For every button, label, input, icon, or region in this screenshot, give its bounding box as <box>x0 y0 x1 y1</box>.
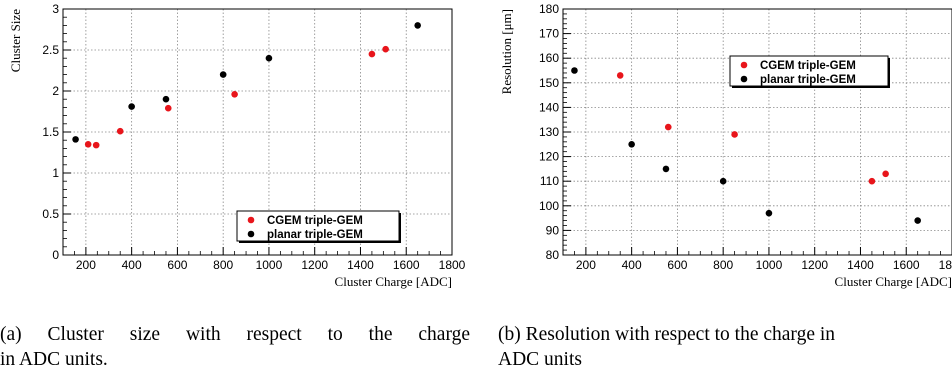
chart-a-y-tick-label-5: 2.5 <box>42 43 59 57</box>
chart-b-series-0-point-2 <box>731 131 738 138</box>
chart-b-y-tick-label-10: 180 <box>539 2 559 16</box>
chart-a-y-ticks: 0 0.5 1 1.5 2 2.5 3 <box>42 2 71 262</box>
chart-a-series-0 <box>84 45 389 149</box>
caption-a: (a) Cluster size with respect to the cha… <box>0 322 470 372</box>
chart-b-legend-marker-0 <box>740 61 748 69</box>
chart-b-series-0-point-1 <box>664 123 672 131</box>
chart-a-x-tick-label-7: 1600 <box>393 258 420 272</box>
chart-a-y-tick-label-1: 0.5 <box>42 207 59 221</box>
chart-b-y-tick-label-1: 90 <box>546 223 560 237</box>
chart-b-x-tick-label-0: 200 <box>576 258 596 272</box>
chart-b-series-1-point-1 <box>628 141 635 148</box>
caption-b-line-2: ADC units <box>498 349 582 370</box>
chart-a-series-0-point-3 <box>164 104 172 112</box>
caption-b-line-1: (b) Resolution with respect to the charg… <box>498 324 836 345</box>
chart-b-y-tick-label-8: 160 <box>539 51 559 65</box>
chart-b-series-0-point-4 <box>882 170 889 178</box>
chart-b-y-tick-label-0: 80 <box>546 248 560 262</box>
chart-b-series-0 <box>616 72 889 185</box>
chart-b-x-tick-label-3: 800 <box>713 258 733 272</box>
chart-b-series-0-point-3 <box>868 177 876 185</box>
chart-a-series-1-point-1 <box>128 103 135 110</box>
panel-cluster-size: 200 400 600 800 1000 1200 1400 1600 1800 0 0.5 1 1.5… <box>0 0 470 389</box>
chart-a-y-tick-label-4: 2 <box>52 84 59 98</box>
chart-b-xlabel: Cluster Charge [ADC] <box>835 274 952 289</box>
chart-a-legend: CGEM triple-GEM planar triple-GEM <box>236 210 401 243</box>
chart-b-y-tick-label-2: 100 <box>539 199 559 213</box>
chart-a-x-tick-label-5: 1200 <box>301 258 328 272</box>
chart-a-legend-label-0: CGEM triple-GEM <box>267 215 363 227</box>
chart-b-y-ticks: 80 90 100 110 120 130 140 150 160 170 180 <box>539 2 571 262</box>
chart-a-series-0-point-5 <box>368 50 376 58</box>
chart-a-x-tick-label-6: 1400 <box>347 258 374 272</box>
chart-b-y-tick-label-4: 120 <box>539 150 559 164</box>
chart-a-series-1-point-4 <box>265 54 273 62</box>
chart-b-ylabel: Resolution [μm] <box>499 9 514 94</box>
chart-b-x-tick-label-1: 400 <box>622 258 642 272</box>
chart-b-x-tick-label-7: 1600 <box>893 258 920 272</box>
chart-b-x-tick-label-5: 1200 <box>801 258 828 272</box>
chart-a-legend-marker-1 <box>247 230 255 238</box>
chart-a-y-tick-label-3: 1.5 <box>42 125 59 139</box>
chart-a-legend-label-1: planar triple-GEM <box>267 229 363 241</box>
chart-b-y-tick-label-7: 150 <box>539 76 559 90</box>
chart-b-y-tick-label-3: 110 <box>540 174 559 188</box>
chart-b-series-1 <box>571 67 921 224</box>
chart-a-y-tick-label-0: 0 <box>52 248 59 262</box>
chart-a-series-0-point-0 <box>84 141 92 148</box>
chart-a-series-0-point-1 <box>92 141 100 149</box>
chart-b-series-1-point-0 <box>571 67 578 74</box>
chart-b-legend-label-0: CGEM triple-GEM <box>760 60 856 72</box>
caption-a-line-1: (a) Cluster size with respect to the cha… <box>0 324 470 345</box>
chart-a-x-ticks: 200 400 600 800 1000 1200 1400 1600 1800 <box>62 247 466 272</box>
chart-a-series-0-point-6 <box>382 45 389 53</box>
chart-b-series-1-point-5 <box>914 217 921 224</box>
caption-a-line-2: in ADC units. <box>0 349 108 370</box>
chart-a-series-1-point-3 <box>219 71 227 78</box>
caption-b: (b) Resolution with respect to the charg… <box>498 322 952 372</box>
chart-b-y-tick-label-5: 130 <box>539 125 559 139</box>
chart-a-legend-box <box>236 210 400 242</box>
chart-a-ylabel: Cluster Size <box>8 9 23 72</box>
chart-b-y-tick-label-9: 170 <box>539 27 559 41</box>
chart-a-series-1 <box>72 22 421 143</box>
chart-a-series-0-point-2 <box>116 127 124 135</box>
chart-b-x-tick-label-8: 1800 <box>939 258 952 272</box>
chart-b-series-1-point-2 <box>662 165 670 173</box>
chart-b-x-tick-label-2: 600 <box>667 258 687 272</box>
chart-b-legend-label-1: planar triple-GEM <box>760 74 856 86</box>
chart-a-x-tick-label-3: 800 <box>213 258 233 272</box>
chart-a-legend-marker-0 <box>247 216 255 224</box>
panel-resolution: 200 400 600 800 1000 1200 1400 1600 1800 80 90 100 1… <box>482 0 952 389</box>
chart-a-series-0-point-4 <box>231 90 238 98</box>
chart-b-frame <box>562 8 952 256</box>
chart-b-series-1-point-4 <box>765 209 773 217</box>
chart-a-y-tick-label-2: 1 <box>52 166 59 180</box>
chart-a-series-1-point-2 <box>162 95 170 103</box>
chart-b-series-1-point-3 <box>719 177 727 185</box>
chart-b-x-tick-label-6: 1400 <box>847 258 874 272</box>
chart-cluster-size: 200 400 600 800 1000 1200 1400 1600 1800 0 0.5 1 1.5… <box>8 2 466 289</box>
chart-b-legend: CGEM triple-GEM planar triple-GEM <box>729 55 890 88</box>
chart-a-x-tick-label-8: 1800 <box>439 258 466 272</box>
chart-a-y-tick-label-6: 3 <box>52 2 59 16</box>
chart-b-legend-marker-1 <box>740 75 748 83</box>
chart-a-series-1-point-0 <box>72 136 79 143</box>
chart-b-grid <box>563 8 952 256</box>
chart-a-x-tick-label-0: 200 <box>76 258 96 272</box>
chart-b-y-tick-label-6: 140 <box>539 100 559 114</box>
chart-b-x-ticks: 200 400 600 800 1000 1200 1400 1600 1800 <box>562 247 952 272</box>
chart-a-x-tick-label-2: 600 <box>167 258 187 272</box>
chart-a-x-tick-label-1: 400 <box>122 258 142 272</box>
chart-b-x-tick-label-4: 1000 <box>756 258 783 272</box>
chart-a-x-tick-label-4: 1000 <box>256 258 283 272</box>
chart-b-series-0-point-0 <box>616 72 624 79</box>
chart-a-xlabel: Cluster Charge [ADC] <box>335 274 452 289</box>
chart-b-legend-box <box>729 55 889 87</box>
chart-a-series-1-point-5 <box>414 22 421 29</box>
chart-resolution: 200 400 600 800 1000 1200 1400 1600 1800 80 90 100 1… <box>499 2 952 289</box>
